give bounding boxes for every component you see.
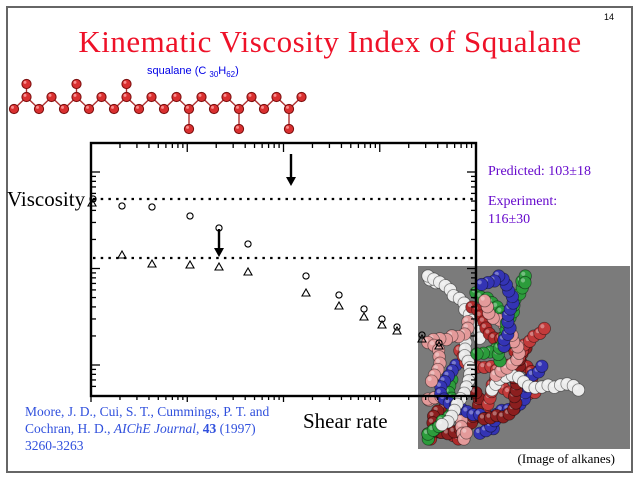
results-block: Predicted: 103±18 Experiment: 116±30: [488, 163, 591, 229]
page-number: 14: [604, 12, 615, 22]
experiment-value-text: 116±30: [488, 212, 531, 227]
experiment-label-text: Experiment:: [488, 194, 558, 209]
squalane-formula-label: squalane (C 30H62): [147, 65, 239, 79]
formula-text-post: ): [235, 65, 239, 77]
alkane-chain: [475, 269, 520, 353]
formula-subscript-62: 62: [226, 70, 236, 80]
citation-block: Moore, J. D., Cui, S. T., Cummings, P. T…: [25, 404, 270, 453]
formula-text-pre: squalane (C: [147, 65, 210, 77]
predicted-value-text: Predicted: 103±18: [488, 164, 591, 179]
page-title: Kinematic Viscosity Index of Squalane: [78, 24, 582, 59]
citation-line1: Moore, J. D., Cui, S. T., Cummings, P. T…: [25, 404, 270, 419]
citation-line2-authors: Cochran, H. D.,: [25, 421, 114, 436]
citation-volume: 43: [202, 421, 217, 436]
citation-pages: 3260-3263: [25, 438, 84, 453]
slide-border: [6, 6, 633, 473]
citation-journal-name: AIChE Journal: [113, 421, 196, 436]
molecule-atoms: [8, 78, 307, 135]
molecule-bonds: [13, 84, 302, 129]
formula-text-h: H: [218, 65, 227, 77]
alkanes-image-caption: (Image of alkanes): [517, 451, 615, 466]
formula-subscript-30: 30: [209, 70, 219, 80]
x-axis-label: Shear rate: [303, 409, 388, 433]
y-axis-label: Viscosity: [7, 187, 86, 211]
citation-year: (1997): [216, 421, 256, 436]
squalane-structure-figure: [8, 78, 307, 135]
alkanes-image: [418, 266, 630, 449]
